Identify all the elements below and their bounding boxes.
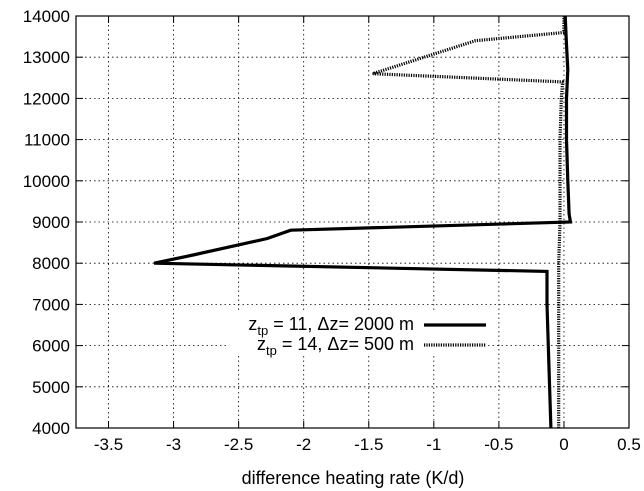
x-tick-label: -1 [426, 435, 441, 454]
y-tick-label: 6000 [32, 337, 70, 356]
legend-label-500m: ztp = 14, Δz= 500 m [257, 334, 414, 358]
y-tick-label: 7000 [32, 295, 70, 314]
x-axis-ticks: -3.5 -3 -2.5 -2 -1.5 -1 -0.5 0 0.5 [94, 16, 641, 454]
y-axis-ticks: 4000 5000 6000 7000 8000 9000 10000 11000 12000 1… [23, 7, 629, 438]
y-tick-label: 5000 [32, 378, 70, 397]
series-line-2000m [153, 15, 573, 429]
y-tick-label: 4000 [32, 419, 70, 438]
x-tick-label: -3 [166, 435, 181, 454]
x-tick-label: 0 [559, 435, 568, 454]
x-tick-label: 0.5 [617, 435, 641, 454]
y-tick-label: 11000 [24, 131, 70, 150]
y-tick-label: 10000 [23, 172, 70, 191]
x-tick-label: -0.5 [484, 435, 513, 454]
legend-label-2000m: ztp = 11, Δz= 2000 m [248, 314, 414, 338]
x-tick-label: -3.5 [94, 435, 123, 454]
y-tick-label: 13000 [23, 48, 70, 67]
x-axis-label: difference heating rate (K/d) [242, 468, 465, 488]
y-tick-label: 14000 [23, 7, 70, 26]
series-layer [153, 15, 573, 429]
x-tick-label: -1.5 [354, 435, 383, 454]
y-tick-label: 8000 [32, 254, 70, 273]
grid-lines [76, 16, 629, 428]
x-tick-label: -2.5 [224, 435, 253, 454]
series-line-500m [372, 16, 566, 428]
x-tick-label: -2 [296, 435, 311, 454]
y-tick-label: 12000 [23, 89, 70, 108]
y-tick-label: 9000 [32, 213, 70, 232]
